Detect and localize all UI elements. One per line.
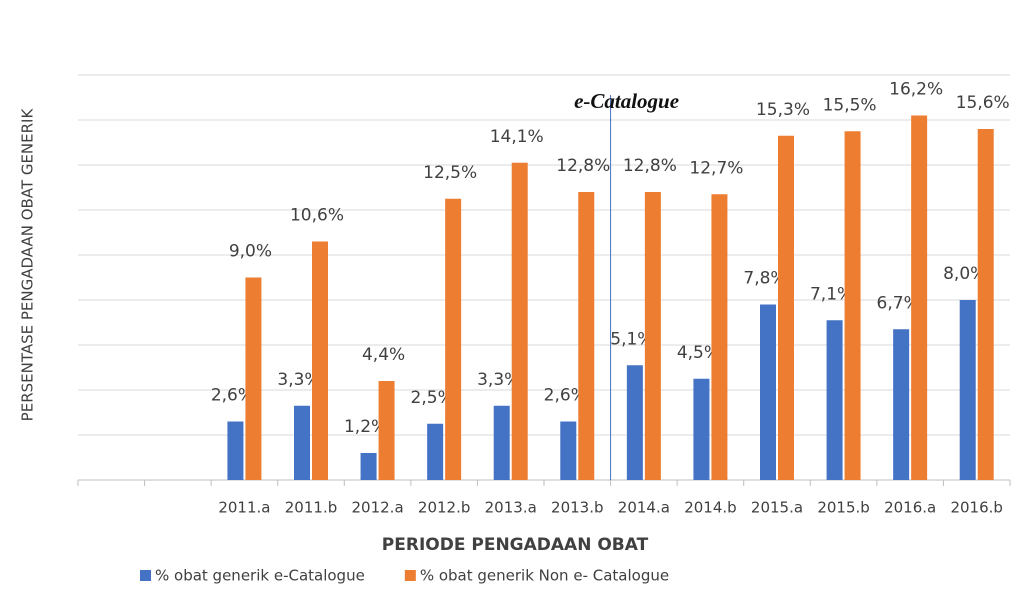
x-tick-label: 2015.a	[751, 499, 803, 517]
data-label: 4,5%	[677, 343, 720, 363]
x-tick-label: 2011.b	[285, 499, 337, 517]
bar	[959, 300, 976, 480]
data-label: 6,7%	[877, 293, 920, 313]
annotation: e-Catalogue	[574, 89, 679, 113]
bar	[977, 129, 994, 480]
data-label: 15,5%	[823, 95, 877, 115]
x-tick-label: 2013.a	[485, 499, 537, 517]
bar	[378, 381, 395, 480]
data-label: 16,2%	[889, 80, 943, 100]
data-label: 2,6%	[544, 386, 587, 406]
bar	[911, 115, 928, 480]
data-label: 12,7%	[689, 158, 743, 178]
data-label: 2,5%	[411, 388, 454, 408]
bar	[312, 241, 328, 480]
data-label: 12,8%	[623, 156, 677, 176]
data-label: 1,2%	[344, 417, 387, 437]
data-label: 10,6%	[290, 206, 344, 226]
data-label: 9,0%	[229, 242, 272, 262]
bar	[778, 135, 794, 480]
legend-swatch	[404, 570, 416, 581]
x-tick-label: 2014.b	[684, 499, 736, 517]
x-tick-label: 2011.a	[218, 499, 270, 517]
data-label: 14,1%	[490, 127, 544, 147]
x-tick-label: 2014.a	[618, 499, 670, 517]
bar	[493, 405, 510, 480]
x-tick-label: 2016.b	[950, 499, 1002, 517]
bar	[445, 198, 462, 480]
bar	[760, 304, 776, 480]
bar	[245, 277, 262, 480]
data-label: 4,4%	[362, 345, 405, 365]
bar	[560, 421, 577, 480]
x-tick-label: 2012.b	[418, 499, 470, 517]
data-label: 3,3%	[277, 370, 320, 390]
data-label: 12,5%	[423, 163, 477, 183]
bar	[893, 329, 910, 480]
data-label: 2,6%	[211, 386, 254, 406]
data-label: 7,8%	[743, 269, 786, 289]
bar	[644, 192, 661, 480]
bar	[578, 192, 595, 480]
bar	[693, 378, 710, 480]
bar	[227, 421, 244, 480]
data-label: 15,3%	[756, 100, 810, 120]
bar	[511, 162, 528, 480]
data-label: 3,3%	[477, 370, 520, 390]
x-tick-label: 2016.a	[884, 499, 936, 517]
data-label: 15,6%	[956, 93, 1010, 113]
data-label: 5,1%	[610, 329, 653, 349]
legend-label: % obat generik e-Catalogue	[155, 567, 365, 585]
data-label: 8,0%	[943, 264, 986, 284]
legend-swatch	[140, 570, 151, 581]
bar	[844, 131, 861, 480]
bar	[360, 453, 377, 480]
bar	[826, 320, 843, 480]
x-tick-label: 2015.b	[817, 499, 869, 517]
data-label: 12,8%	[556, 156, 610, 176]
legend-label: % obat generik Non e- Catalogue	[420, 567, 669, 585]
bar	[626, 365, 643, 480]
bar	[294, 405, 310, 480]
x-axis-label: PERIODE PENGADAAN OBAT	[382, 535, 649, 555]
x-tick-label: 2013.b	[551, 499, 603, 517]
data-label: 7,1%	[810, 284, 853, 304]
bar	[711, 194, 728, 480]
bar	[427, 423, 444, 480]
x-tick-label: 2012.a	[352, 499, 404, 517]
y-axis-label: PERSENTASE PENGADAAN OBAT GENERIK	[19, 108, 37, 422]
